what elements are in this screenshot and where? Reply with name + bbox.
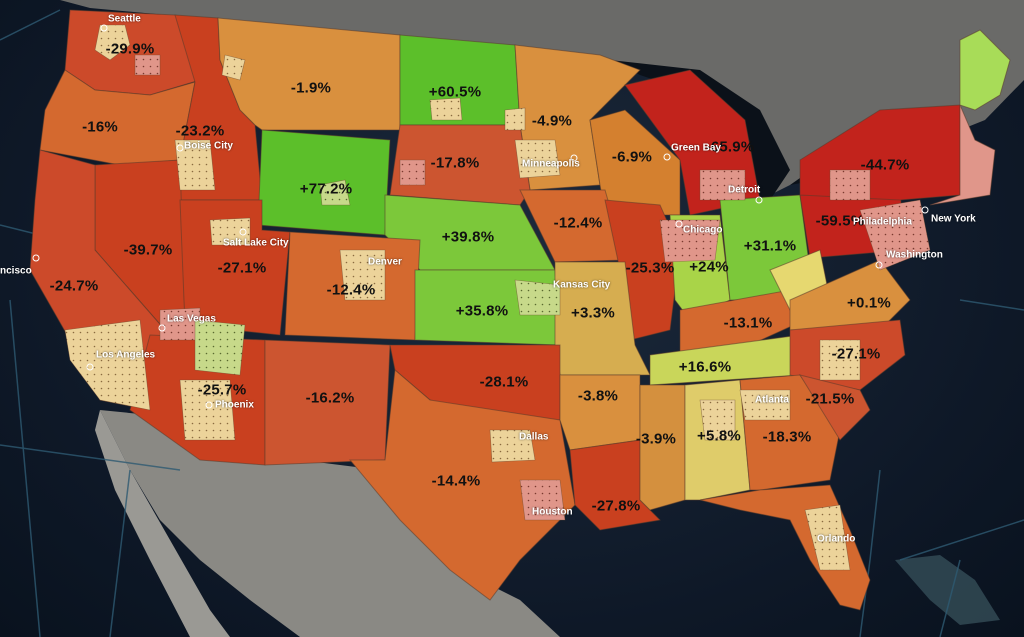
- state-new-england: [929, 104, 996, 206]
- city-label-seattle: Seattle: [108, 13, 141, 25]
- state-south-carolina: [798, 374, 871, 441]
- city-marker-washington[interactable]: [875, 261, 883, 269]
- state-label-ohio: +31.1%: [743, 237, 797, 255]
- state-label-south-carolina: -21.5%: [805, 390, 855, 408]
- city-marker-chicago[interactable]: [675, 220, 683, 228]
- state-label-utah: -27.1%: [217, 259, 267, 277]
- city-label-orlando: Orlando: [817, 533, 856, 545]
- state-label-tennessee: +16.6%: [678, 358, 732, 376]
- state-label-north-dakota: +60.5%: [428, 83, 482, 101]
- state-maine: [959, 29, 1011, 111]
- state-texas: [348, 369, 576, 601]
- state-label-michigan: -65.9%: [705, 138, 755, 156]
- city-marker-minneapolis[interactable]: [570, 154, 578, 162]
- state-label-arkansas: -3.8%: [577, 387, 619, 405]
- city-label-dallas: Dallas: [519, 431, 549, 443]
- state-label-new-mexico: -16.2%: [305, 389, 355, 407]
- city-marker-new-york[interactable]: [921, 206, 929, 214]
- city-marker-detroit[interactable]: [755, 196, 763, 204]
- city-marker-los-angeles[interactable]: [86, 363, 94, 371]
- state-montana: [217, 17, 401, 131]
- state-label-alabama: +5.8%: [697, 427, 741, 445]
- state-label-wisconsin: -6.9%: [611, 148, 653, 166]
- city-label-houston: Houston: [532, 506, 573, 518]
- city-label-atlanta: Atlanta: [755, 394, 789, 406]
- state-kentucky: [679, 289, 806, 356]
- state-label-wyoming: +77.2%: [299, 180, 353, 198]
- state-mississippi: [639, 384, 686, 511]
- city-marker-las-vegas[interactable]: [158, 324, 166, 332]
- state-label-iowa: -12.4%: [553, 214, 603, 232]
- city-label-washington: Washington: [886, 249, 943, 261]
- state-label-nevada: -39.7%: [123, 241, 173, 259]
- state-label-illinois: -25.3%: [625, 259, 675, 277]
- mexico-land: [100, 410, 560, 637]
- state-label-colorado: -12.4%: [326, 281, 376, 299]
- city-label-kansas-city: Kansas City: [553, 279, 611, 291]
- state-label-idaho: -23.2%: [175, 122, 225, 140]
- state-label-montana: -1.9%: [290, 79, 332, 97]
- city-marker-san-francisco[interactable]: [32, 254, 40, 262]
- city-label-green-bay: Green Bay: [671, 142, 722, 154]
- city-label-philadelphia: Philadelphia: [853, 216, 912, 228]
- city-label-chicago: Chicago: [683, 224, 723, 236]
- city-marker-boise[interactable]: [176, 144, 184, 152]
- state-label-louisiana: -27.8%: [591, 497, 641, 515]
- state-label-arizona: -25.7%: [197, 381, 247, 399]
- state-label-south-dakota: -17.8%: [430, 154, 480, 172]
- graticule: [0, 9, 1024, 637]
- state-label-pennsylvania: -59.5%: [815, 212, 865, 230]
- state-label-missouri: +3.3%: [571, 304, 615, 322]
- state-label-minnesota: -4.9%: [531, 112, 573, 130]
- city-label-new-york: New York: [931, 213, 976, 225]
- state-label-new-york: -44.7%: [860, 156, 910, 174]
- city-marker-salt-lake-city[interactable]: [239, 228, 247, 236]
- city-label-detroit: Detroit: [728, 184, 761, 196]
- city-marker-phoenix[interactable]: [205, 401, 213, 409]
- state-label-kentucky: -13.1%: [723, 314, 773, 332]
- state-virginia: [789, 259, 911, 331]
- state-label-indiana: +24%: [689, 258, 729, 276]
- state-label-oklahoma: -28.1%: [479, 373, 529, 391]
- city-label-phoenix: Phoenix: [215, 399, 254, 411]
- state-label-mississippi: -3.9%: [635, 430, 677, 448]
- city-label-salt-lake-city: Salt Lake City: [223, 237, 289, 249]
- metro-areas: [64, 24, 931, 571]
- city-label-denver: Denver: [368, 256, 402, 268]
- state-arkansas: [559, 374, 641, 451]
- city-marker-seattle[interactable]: [100, 24, 108, 32]
- city-label-boise: Boise City: [184, 140, 233, 152]
- state-label-north-carolina: -27.1%: [831, 345, 881, 363]
- state-label-washington: -29.9%: [105, 40, 155, 58]
- canada-land: [60, 0, 1024, 200]
- state-label-georgia: -18.3%: [762, 428, 812, 446]
- state-label-nebraska: +39.8%: [441, 228, 495, 246]
- state-label-texas: -14.4%: [431, 472, 481, 490]
- state-label-kansas: +35.8%: [455, 302, 509, 320]
- state-label-virginia: +0.1%: [847, 294, 891, 312]
- state-label-california: -24.7%: [49, 277, 99, 295]
- city-label-minneapolis: Minneapolis: [522, 158, 580, 170]
- city-label-los-angeles: Los Angeles: [96, 349, 156, 361]
- city-label-san-francisco: ncisco: [0, 265, 32, 277]
- city-marker-green-bay[interactable]: [663, 153, 671, 161]
- city-label-las-vegas: Las Vegas: [167, 313, 216, 325]
- state-label-oregon: -16%: [82, 118, 118, 136]
